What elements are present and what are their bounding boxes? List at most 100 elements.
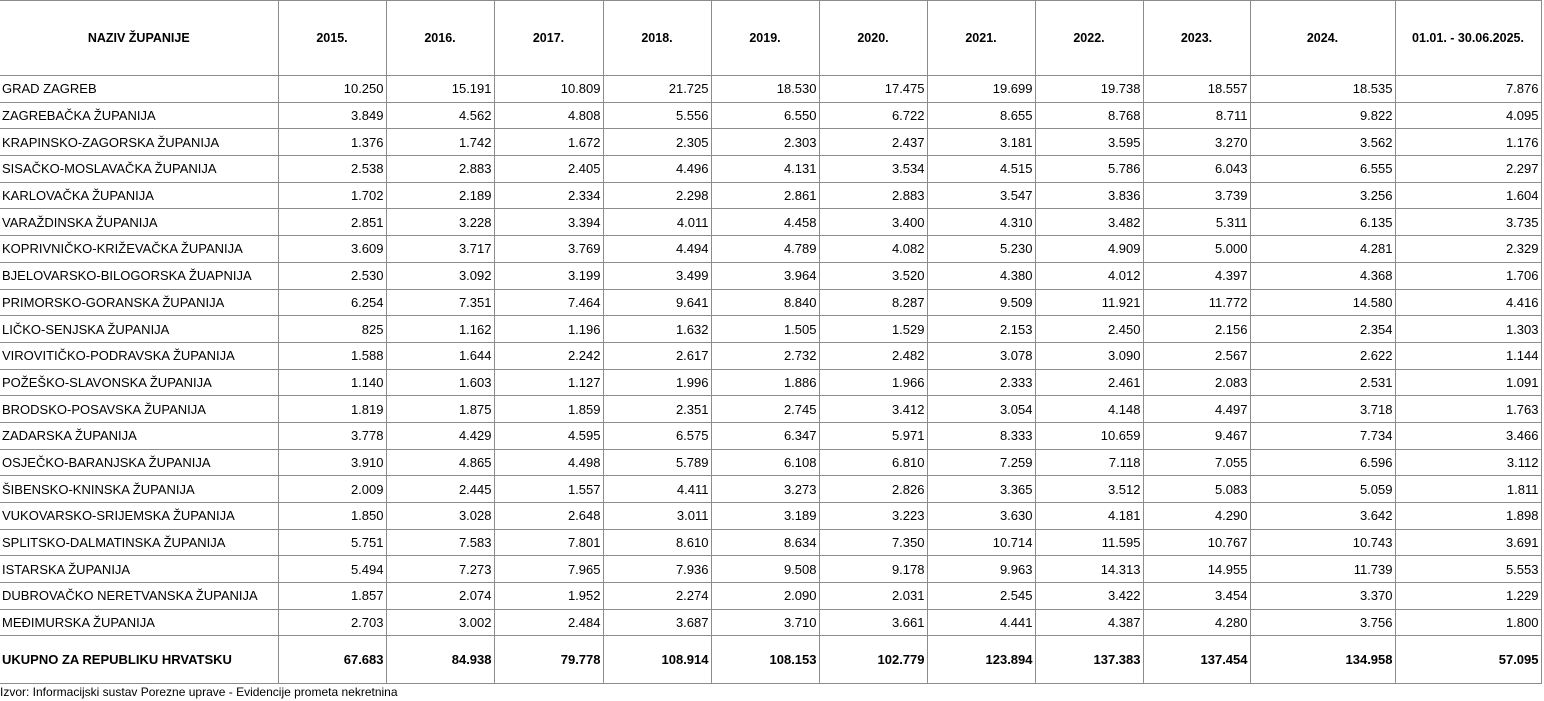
transaction-count: 3.964 [710, 261, 820, 290]
transaction-count: 1.604 [1394, 181, 1542, 210]
transaction-count: 3.691 [1394, 528, 1542, 557]
transaction-count: 2.298 [602, 181, 712, 210]
transaction-count: 1.966 [818, 368, 928, 397]
transaction-count: 3.710 [710, 608, 820, 637]
transaction-count: 11.772 [1142, 288, 1251, 317]
transaction-count: 1.859 [493, 395, 604, 423]
column-header-period: 01.01. - 30.06.2025. [1394, 0, 1542, 76]
transaction-count: 3.370 [1249, 582, 1396, 610]
transaction-count: 3.595 [1034, 128, 1144, 157]
transaction-count: 11.739 [1249, 555, 1396, 584]
transaction-count: 108.914 [602, 635, 712, 685]
transaction-count: 5.000 [1142, 235, 1251, 263]
transaction-count: 2.732 [710, 341, 820, 370]
transaction-count: 2.274 [602, 582, 712, 610]
transaction-count: 9.178 [818, 555, 928, 584]
transaction-count: 102.779 [818, 635, 928, 685]
table-row: SPLITSKO-DALMATINSKA ŽUPANIJA 5.751 7.583 7… [0, 528, 1542, 557]
transaction-count: 2.538 [277, 155, 387, 183]
transaction-count: 3.836 [1034, 181, 1144, 210]
transaction-count: 3.910 [277, 448, 387, 477]
transaction-count: 1.091 [1394, 368, 1542, 397]
transaction-count: 1.952 [493, 582, 604, 610]
transaction-count: 4.082 [818, 235, 928, 263]
transaction-count: 2.305 [602, 128, 712, 157]
transaction-count: 10.659 [1034, 421, 1144, 450]
transaction-count: 7.464 [493, 288, 604, 317]
transaction-count: 8.768 [1034, 101, 1144, 130]
transaction-count: 2.745 [710, 395, 820, 423]
transaction-count: 1.800 [1394, 608, 1542, 637]
transaction-count: 3.661 [818, 608, 928, 637]
county-name: ŠIBENSKO-KNINSKA ŽUPANIJA [0, 475, 279, 503]
column-header-period: 2023. [1142, 0, 1251, 76]
transaction-count: 10.809 [493, 75, 604, 103]
column-header-period: 2018. [602, 0, 712, 76]
transaction-count: 5.083 [1142, 475, 1251, 503]
table-row: ZADARSKA ŽUPANIJA 3.778 4.429 4.595 6.575 6.3… [0, 421, 1542, 450]
transaction-count: 3.394 [493, 208, 604, 237]
county-name: ZAGREBAČKA ŽUPANIJA [0, 101, 279, 130]
transaction-count: 1.140 [277, 368, 387, 397]
transaction-count: 4.909 [1034, 235, 1144, 263]
transaction-count: 1.850 [277, 502, 387, 530]
transaction-count: 3.739 [1142, 181, 1251, 210]
transaction-count: 7.876 [1394, 75, 1542, 103]
transaction-count: 1.162 [385, 315, 495, 343]
transaction-count: 7.965 [493, 555, 604, 584]
transaction-count: 1.875 [385, 395, 495, 423]
transaction-count: 2.530 [277, 261, 387, 290]
transaction-count: 4.515 [926, 155, 1036, 183]
column-header-period: 2022. [1034, 0, 1144, 76]
column-header-period: 2016. [385, 0, 495, 76]
transaction-count: 1.588 [277, 341, 387, 370]
transaction-count: 18.535 [1249, 75, 1396, 103]
transaction-count: 6.043 [1142, 155, 1251, 183]
transaction-count: 10.714 [926, 528, 1036, 557]
transaction-count: 3.718 [1249, 395, 1396, 423]
transaction-count: 8.610 [602, 528, 712, 557]
transaction-count: 6.555 [1249, 155, 1396, 183]
transaction-count: 3.717 [385, 235, 495, 263]
transaction-count: 4.290 [1142, 502, 1251, 530]
transaction-count: 1.529 [818, 315, 928, 343]
county-name: VUKOVARSKO-SRIJEMSKA ŽUPANIJA [0, 502, 279, 530]
transaction-count: 4.494 [602, 235, 712, 263]
transaction-count: 4.131 [710, 155, 820, 183]
county-name: KOPRIVNIČKO-KRIŽEVAČKA ŽUPANIJA [0, 235, 279, 263]
transaction-count: 2.450 [1034, 315, 1144, 343]
table-row: OSJEČKO-BARANJSKA ŽUPANIJA 3.910 4.865 4.49… [0, 448, 1542, 477]
transaction-count: 17.475 [818, 75, 928, 103]
transaction-count: 2.156 [1142, 315, 1251, 343]
transaction-count: 4.411 [602, 475, 712, 503]
transaction-count: 3.756 [1249, 608, 1396, 637]
table-row: ŠIBENSKO-KNINSKA ŽUPANIJA 2.009 2.445 1.557… [0, 475, 1542, 503]
column-header-period: 2019. [710, 0, 820, 76]
transaction-count: 6.135 [1249, 208, 1396, 237]
transaction-count: 10.767 [1142, 528, 1251, 557]
transaction-count: 1.376 [277, 128, 387, 157]
transaction-count: 2.648 [493, 502, 604, 530]
transaction-count: 1.996 [602, 368, 712, 397]
transaction-count: 5.786 [1034, 155, 1144, 183]
transaction-count: 3.412 [818, 395, 928, 423]
transaction-count: 134.958 [1249, 635, 1396, 685]
transaction-count: 5.789 [602, 448, 712, 477]
transaction-count: 7.350 [818, 528, 928, 557]
transaction-count: 6.108 [710, 448, 820, 477]
transaction-count: 1.196 [493, 315, 604, 343]
transaction-count: 3.849 [277, 101, 387, 130]
transaction-count: 1.742 [385, 128, 495, 157]
transaction-count: 18.530 [710, 75, 820, 103]
transaction-count: 2.617 [602, 341, 712, 370]
transaction-count: 3.090 [1034, 341, 1144, 370]
transaction-count: 1.505 [710, 315, 820, 343]
table-row: BRODSKO-POSAVSKA ŽUPANIJA 1.819 1.875 1.859… [0, 395, 1542, 423]
transaction-count: 8.333 [926, 421, 1036, 450]
transaction-count: 6.596 [1249, 448, 1396, 477]
transaction-count: 2.329 [1394, 235, 1542, 263]
transaction-count: 3.092 [385, 261, 495, 290]
transaction-count: 3.223 [818, 502, 928, 530]
transaction-count: 4.281 [1249, 235, 1396, 263]
transaction-count: 5.556 [602, 101, 712, 130]
